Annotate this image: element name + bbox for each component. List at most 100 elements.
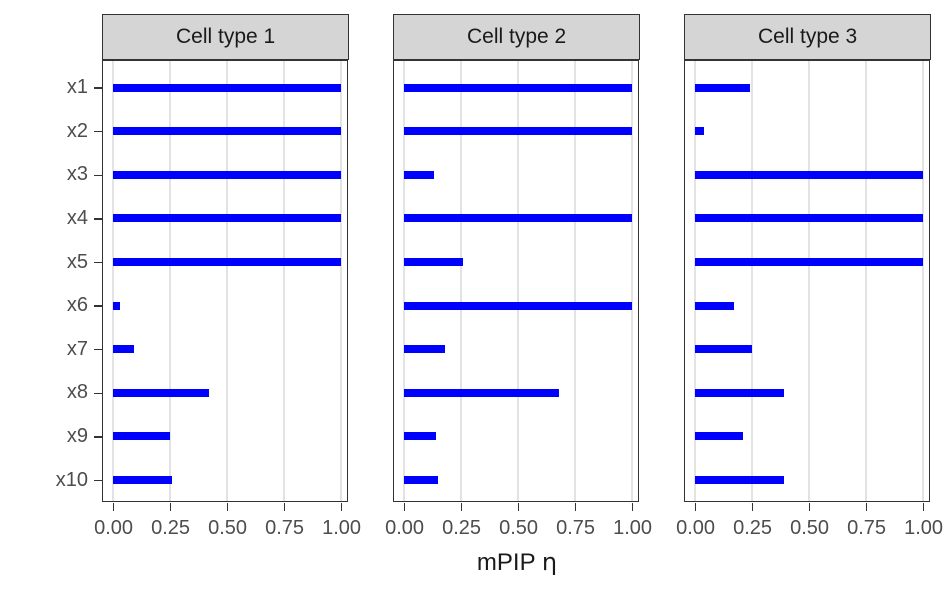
x-axis-title: mPIP η	[102, 548, 932, 577]
bar	[404, 127, 632, 136]
x-tick-label: 0.50	[208, 517, 248, 539]
bar	[695, 388, 784, 397]
x-tick-label: 0.00	[94, 517, 134, 539]
facet-strip: Cell type 1	[102, 14, 350, 60]
y-axis-tick	[94, 348, 102, 351]
y-tick-label: x6	[66, 294, 88, 317]
x-tick-label: 1.00	[322, 517, 362, 539]
plot-panel	[393, 60, 639, 502]
gridline	[808, 61, 810, 501]
gridline	[922, 61, 924, 501]
y-tick-label: x8	[66, 381, 88, 404]
x-axis-tick	[226, 503, 229, 512]
bar	[113, 257, 341, 266]
x-tick-label: 0.50	[790, 517, 830, 539]
x-axis-tick	[574, 503, 577, 512]
bar	[404, 83, 632, 92]
bar	[404, 388, 560, 397]
bar	[404, 345, 446, 354]
y-tick-label: x3	[66, 163, 88, 186]
bar	[404, 475, 439, 484]
x-axis-title-text: mPIP	[476, 549, 542, 576]
x-tick-label: 0.25	[151, 517, 191, 539]
bar	[404, 257, 464, 266]
y-tick-label: x7	[66, 337, 88, 360]
x-tick-label: 0.25	[442, 517, 482, 539]
x-axis-tick	[112, 503, 115, 512]
bar	[695, 83, 750, 92]
bar	[113, 301, 120, 310]
bar	[404, 301, 632, 310]
x-axis-tick	[865, 503, 868, 512]
bar	[695, 214, 923, 223]
x-axis-tick	[694, 503, 697, 512]
x-axis-tick	[403, 503, 406, 512]
bar	[404, 214, 632, 223]
facet-strip: Cell type 3	[684, 14, 932, 60]
bar	[695, 127, 705, 136]
x-tick-label: 0.75	[847, 517, 887, 539]
facet-title: Cell type 3	[757, 25, 858, 48]
x-axis-tick	[922, 503, 925, 512]
y-tick-label: x5	[66, 250, 88, 273]
bar	[113, 388, 209, 397]
gridline	[865, 61, 867, 501]
bar	[695, 301, 734, 310]
gridline	[517, 61, 519, 501]
bar	[695, 345, 752, 354]
bar	[404, 432, 436, 441]
bar	[113, 345, 134, 354]
gridline	[340, 61, 342, 501]
y-axis-tick	[94, 392, 102, 395]
bar	[695, 257, 923, 266]
gridline	[169, 61, 171, 501]
bar	[695, 170, 923, 179]
x-tick-label: 0.50	[499, 517, 539, 539]
bar	[695, 432, 743, 441]
y-tick-label: x1	[66, 76, 88, 99]
x-axis-tick	[631, 503, 634, 512]
facet-title: Cell type 2	[466, 25, 567, 48]
y-axis-tick	[94, 174, 102, 177]
plot-panel	[102, 60, 348, 502]
gridline	[694, 61, 696, 501]
bar	[113, 214, 341, 223]
bar	[113, 475, 173, 484]
gridline	[574, 61, 576, 501]
x-tick-label: 0.25	[733, 517, 773, 539]
gridline	[631, 61, 633, 501]
x-axis-tick	[460, 503, 463, 512]
bar	[113, 83, 341, 92]
y-axis-tick	[94, 130, 102, 133]
x-axis-tick	[808, 503, 811, 512]
bar	[404, 170, 434, 179]
bar	[113, 432, 170, 441]
y-tick-label: x2	[66, 119, 88, 142]
y-axis-tick	[94, 305, 102, 307]
gridline	[283, 61, 285, 501]
y-tick-label: x4	[66, 206, 88, 229]
bar	[113, 127, 341, 136]
x-tick-label: 1.00	[613, 517, 653, 539]
plot-panel	[684, 60, 930, 502]
y-axis-tick	[94, 218, 102, 220]
y-axis-tick	[94, 261, 102, 264]
x-tick-label: 0.00	[385, 517, 425, 539]
gridline	[460, 61, 462, 501]
x-tick-label: 0.75	[265, 517, 305, 539]
y-axis-tick	[94, 436, 102, 438]
x-tick-label: 0.00	[676, 517, 716, 539]
bar	[695, 475, 784, 484]
x-tick-label: 0.75	[556, 517, 596, 539]
x-tick-label: 1.00	[904, 517, 944, 539]
y-tick-label: x10	[55, 468, 88, 491]
gridline	[112, 61, 114, 501]
bar	[113, 170, 341, 179]
gridline	[226, 61, 228, 501]
y-axis-tick	[94, 479, 102, 482]
y-axis-tick	[94, 87, 102, 89]
x-axis-tick	[751, 503, 754, 512]
x-axis-tick	[517, 503, 520, 512]
x-axis-tick	[340, 503, 343, 512]
facet-strip: Cell type 2	[393, 14, 641, 60]
